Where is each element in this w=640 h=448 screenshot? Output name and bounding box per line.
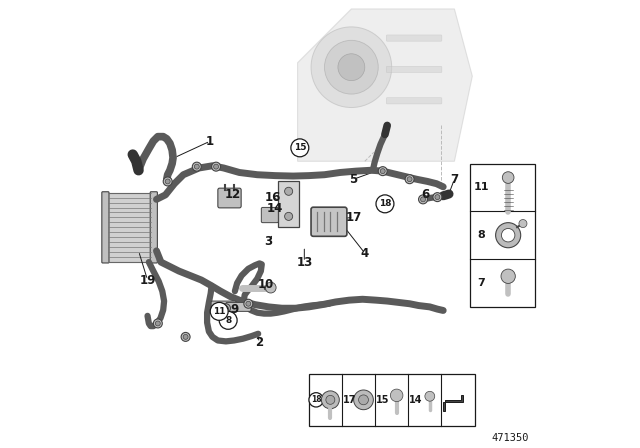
Circle shape	[501, 269, 515, 284]
Circle shape	[219, 311, 237, 329]
Circle shape	[193, 162, 201, 171]
Text: 15: 15	[376, 395, 389, 405]
FancyBboxPatch shape	[218, 188, 241, 208]
Text: 2: 2	[255, 336, 264, 349]
Text: 14: 14	[267, 202, 284, 215]
Text: 12: 12	[225, 188, 241, 202]
Circle shape	[163, 177, 172, 186]
Circle shape	[266, 282, 276, 293]
Circle shape	[338, 54, 365, 81]
Circle shape	[244, 299, 253, 308]
Circle shape	[211, 302, 228, 320]
Circle shape	[378, 167, 387, 176]
Circle shape	[165, 179, 170, 184]
FancyBboxPatch shape	[226, 302, 251, 311]
Circle shape	[519, 220, 527, 228]
Text: 14: 14	[409, 395, 422, 405]
Circle shape	[407, 177, 412, 182]
Text: 11: 11	[213, 307, 225, 316]
Circle shape	[321, 391, 339, 409]
FancyBboxPatch shape	[211, 301, 236, 310]
Circle shape	[435, 194, 440, 200]
Circle shape	[376, 195, 394, 213]
Circle shape	[433, 193, 442, 202]
Text: 15: 15	[294, 143, 306, 152]
Circle shape	[324, 40, 378, 94]
Circle shape	[326, 396, 335, 404]
Circle shape	[214, 164, 218, 169]
FancyBboxPatch shape	[387, 98, 442, 104]
Text: 6: 6	[421, 188, 429, 202]
Text: 17: 17	[346, 211, 362, 224]
Circle shape	[420, 197, 426, 202]
Circle shape	[405, 175, 414, 184]
Text: 7: 7	[451, 172, 458, 186]
Polygon shape	[298, 9, 472, 161]
Text: 18: 18	[379, 199, 391, 208]
FancyBboxPatch shape	[261, 207, 278, 223]
Circle shape	[390, 389, 403, 401]
Text: 8: 8	[477, 230, 485, 240]
Text: 8: 8	[225, 316, 231, 325]
Text: 5: 5	[349, 172, 358, 186]
FancyBboxPatch shape	[102, 192, 109, 263]
Text: 19: 19	[140, 273, 156, 287]
Text: 18: 18	[311, 395, 321, 405]
Polygon shape	[443, 396, 463, 411]
Text: 471350: 471350	[492, 433, 529, 443]
Text: 17: 17	[342, 395, 356, 405]
Circle shape	[358, 395, 369, 405]
Circle shape	[195, 164, 199, 169]
Circle shape	[425, 392, 435, 401]
Circle shape	[380, 169, 385, 174]
FancyBboxPatch shape	[108, 193, 152, 262]
Circle shape	[495, 223, 521, 248]
Circle shape	[223, 306, 228, 311]
Circle shape	[156, 321, 160, 326]
Circle shape	[502, 228, 515, 242]
Text: 3: 3	[264, 235, 273, 249]
FancyBboxPatch shape	[150, 192, 157, 263]
Circle shape	[285, 212, 292, 220]
Text: 11: 11	[474, 182, 489, 192]
Circle shape	[311, 27, 392, 108]
Text: 13: 13	[296, 255, 312, 269]
Text: 1: 1	[206, 134, 214, 148]
Circle shape	[154, 319, 163, 328]
FancyBboxPatch shape	[387, 66, 442, 73]
Circle shape	[212, 162, 221, 171]
FancyBboxPatch shape	[311, 207, 347, 237]
Text: 9: 9	[231, 302, 239, 316]
Circle shape	[246, 301, 251, 306]
Circle shape	[502, 172, 514, 183]
Circle shape	[354, 390, 373, 409]
Circle shape	[309, 392, 323, 407]
FancyBboxPatch shape	[278, 181, 300, 227]
Bar	[309, 374, 475, 426]
Text: 4: 4	[361, 246, 369, 260]
Bar	[470, 164, 535, 307]
FancyBboxPatch shape	[387, 35, 442, 41]
Circle shape	[221, 304, 230, 313]
Circle shape	[419, 195, 428, 204]
Circle shape	[181, 332, 190, 341]
Text: 10: 10	[258, 278, 275, 291]
Circle shape	[183, 334, 188, 340]
Circle shape	[285, 187, 292, 195]
Text: 16: 16	[265, 190, 281, 204]
Text: 7: 7	[477, 278, 485, 288]
Circle shape	[291, 139, 309, 157]
